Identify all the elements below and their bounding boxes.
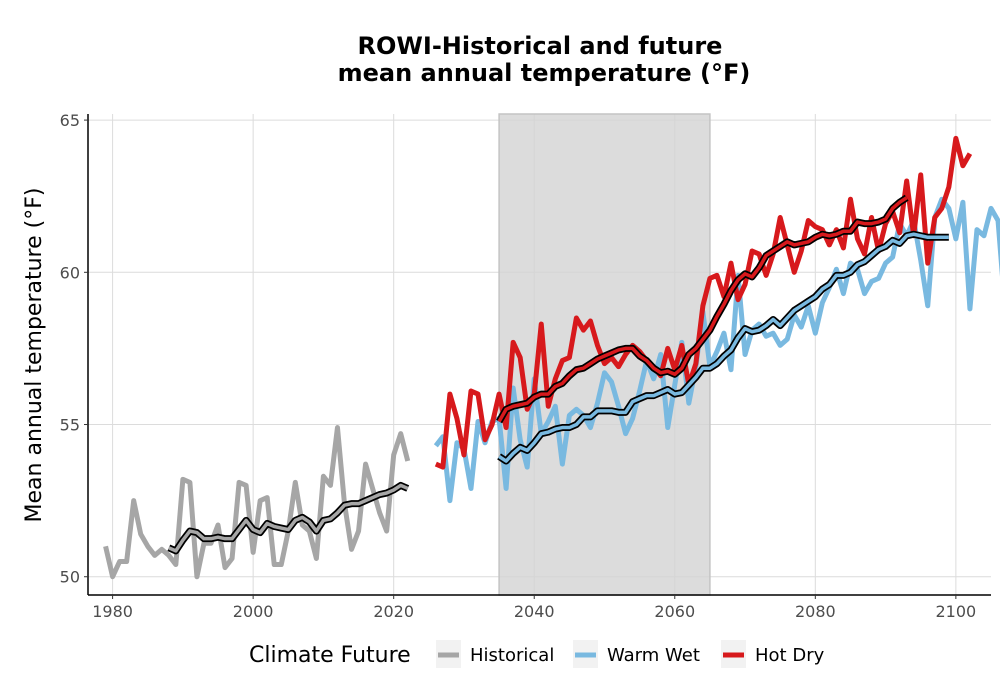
y-axis-label: Mean annual temperature (°F) bbox=[22, 188, 47, 523]
y-tick-label: 60 bbox=[60, 263, 80, 282]
legend-title: Climate Future bbox=[249, 643, 411, 668]
x-tick-labels: 1980 2000 2020 2040 2060 2080 2100 bbox=[92, 595, 976, 621]
legend-label-warm-wet: Warm Wet bbox=[607, 645, 700, 666]
y-tick-label: 55 bbox=[60, 416, 80, 435]
x-tick-label: 2000 bbox=[233, 602, 274, 621]
y-tick-label: 65 bbox=[60, 111, 80, 130]
chart-title-line1: ROWI-Historical and future bbox=[358, 32, 723, 60]
y-tick-labels: 50 55 60 65 bbox=[60, 111, 88, 587]
legend: Climate Future Historical Warm Wet Hot Dry bbox=[249, 640, 825, 668]
legend-label-historical: Historical bbox=[470, 645, 554, 666]
series-line-historical bbox=[103, 425, 411, 580]
series-line-hot-dry-rolling-mean bbox=[497, 196, 908, 423]
legend-label-hot-dry: Hot Dry bbox=[755, 645, 825, 666]
series-lines bbox=[103, 135, 1000, 580]
series-line-hot-dry bbox=[434, 135, 973, 470]
series-line-historical-rolling-mean bbox=[168, 483, 409, 553]
x-tick-label: 1980 bbox=[92, 602, 133, 621]
x-tick-label: 2060 bbox=[654, 602, 695, 621]
x-tick-label: 2020 bbox=[373, 602, 414, 621]
y-tick-label: 50 bbox=[60, 568, 80, 587]
chart-title-line2: mean annual temperature (°F) bbox=[338, 59, 751, 87]
series-line-warm-wet-rolling-mean bbox=[498, 232, 949, 463]
x-tick-label: 2040 bbox=[514, 602, 555, 621]
x-tick-label: 2100 bbox=[936, 602, 977, 621]
axes bbox=[87, 114, 991, 596]
x-tick-label: 2080 bbox=[795, 602, 836, 621]
